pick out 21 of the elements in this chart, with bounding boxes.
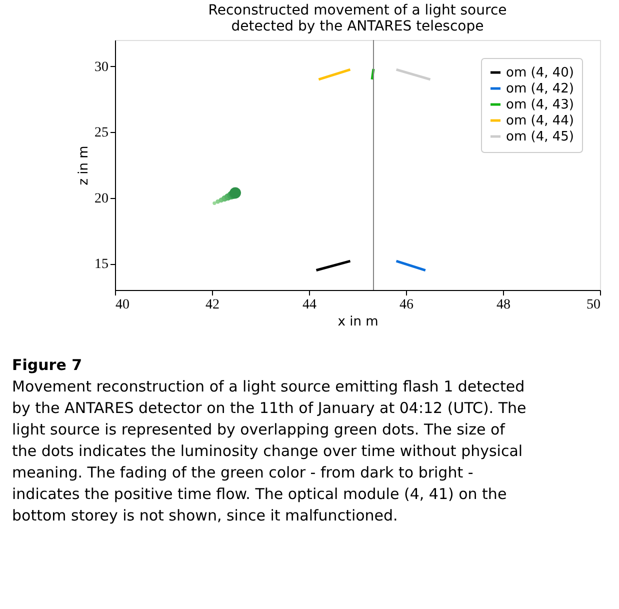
- x-tick-label: 40: [116, 298, 130, 312]
- legend-label: om (4, 44): [506, 114, 574, 128]
- x-tick-label: 46: [400, 298, 414, 312]
- legend-label: om (4, 43): [506, 98, 574, 112]
- legend-label: om (4, 40): [506, 66, 574, 80]
- legend-label: om (4, 45): [506, 130, 574, 144]
- text: Movement reconstruction of a light source emitting flash 1 detected by the ANTARES detector on the 11th of January at 04:12 (UTC). The light source is represented by overlapping green dots. The size of the dots indicates the luminosity change over time without physical meaning. The fading of the green color - from dark to bright - indicates the positive time flow. The optical module (4, 41) on the bottom storey is not shown, since it malfunctioned.: [12, 378, 526, 524]
- caption: Figure 7: [12, 356, 82, 374]
- x-tick-label: 42: [206, 298, 220, 312]
- x-tick-label: 48: [496, 298, 510, 312]
- y-tick-label: 25: [94, 126, 108, 141]
- y-axis-title: z in m: [76, 146, 92, 186]
- y-tick-label: 20: [94, 191, 108, 206]
- y-tick-label: 30: [94, 60, 108, 75]
- x-tick-label: 44: [302, 298, 316, 312]
- y-tick-label: 15: [94, 257, 108, 272]
- x-tick-label: 50: [586, 298, 600, 312]
- text: Reconstructed movement of a light source: [208, 2, 507, 18]
- legend-label: om (4, 42): [506, 82, 574, 96]
- text: detected by the ANTARES telescope: [231, 18, 484, 34]
- x-axis-title: x in m: [338, 314, 378, 330]
